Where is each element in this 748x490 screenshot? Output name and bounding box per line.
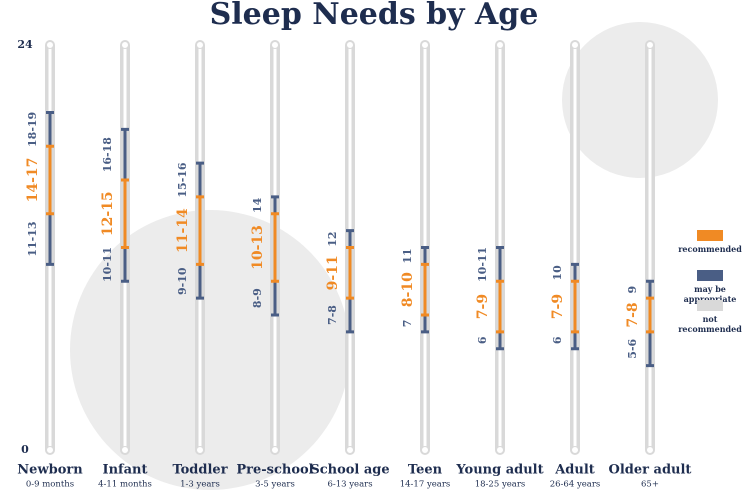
recommended-label: 14-17: [25, 158, 41, 203]
x-tick-label: Toddler: [172, 463, 227, 478]
upper-label: 10: [551, 265, 564, 281]
legend-label: may be appropriate: [683, 284, 737, 304]
rail-cap: [496, 446, 504, 454]
lower-label: 7-8: [326, 305, 339, 325]
x-tick-sublabel: 6-13 years: [327, 480, 372, 490]
x-tick-sublabel: 3-5 years: [255, 480, 295, 490]
x-tick-sublabel: 14-17 years: [400, 480, 451, 490]
rail-cap: [421, 446, 429, 454]
rail-cap: [571, 446, 579, 454]
upper-label: 14: [251, 197, 264, 213]
recommended-label: 10-13: [250, 225, 266, 270]
x-tick-label: Older adult: [609, 463, 692, 478]
x-tick-label: Pre-school: [236, 463, 313, 478]
x-tick-label: Young adult: [455, 463, 543, 478]
recommended-label: 12-15: [100, 191, 116, 236]
legend-swatch: [697, 300, 723, 311]
legend-label: recommended: [678, 244, 742, 254]
x-tick-label: Adult: [554, 463, 595, 478]
rail-cap: [46, 41, 54, 49]
recommended-label: 11-14: [175, 208, 191, 253]
chart-title: Sleep Needs by Age: [210, 0, 539, 32]
upper-label: 15-16: [176, 162, 189, 198]
rail-cap: [646, 41, 654, 49]
recommended-label: 9-11: [325, 255, 341, 290]
lower-label: 10-11: [101, 247, 114, 282]
upper-label: 16-18: [101, 137, 114, 173]
y-tick-label: 24: [17, 38, 33, 51]
legend-label: not recommended: [678, 314, 742, 334]
upper-label: 9: [626, 286, 639, 294]
rail-cap: [196, 41, 204, 49]
upper-label: 12: [326, 231, 339, 246]
rail-cap: [496, 41, 504, 49]
lower-label: 5-6: [626, 338, 639, 358]
rail-cap: [346, 41, 354, 49]
lower-label: 8-9: [251, 288, 264, 308]
legend-swatch: [697, 230, 723, 241]
lower-label: 6: [551, 336, 564, 344]
lower-label: 9-10: [176, 267, 189, 295]
lower-label: 11-13: [26, 221, 39, 256]
lower-label: 7: [401, 320, 414, 328]
x-tick-sublabel: 26-64 years: [550, 480, 601, 490]
legend-swatch: [697, 270, 723, 281]
rail-cap: [271, 446, 279, 454]
recommended-label: 8-10: [400, 272, 416, 307]
upper-label: 11: [401, 248, 414, 263]
x-tick-label: Infant: [102, 463, 147, 478]
legend-item: recommended: [672, 230, 748, 254]
x-tick-label: Newborn: [17, 463, 83, 478]
rail-cap: [121, 41, 129, 49]
rail-cap: [271, 41, 279, 49]
rail-cap: [196, 446, 204, 454]
rail-cap: [121, 446, 129, 454]
x-tick-sublabel: 1-3 years: [180, 480, 220, 490]
rail-cap: [46, 446, 54, 454]
rail-cap: [646, 446, 654, 454]
rail-cap: [346, 446, 354, 454]
x-tick-sublabel: 65+: [641, 480, 659, 490]
x-tick-sublabel: 18-25 years: [475, 480, 526, 490]
legend-item: not recommended: [672, 300, 748, 334]
x-tick-label: Teen: [408, 463, 443, 478]
x-tick-label: School age: [310, 463, 389, 478]
x-tick-sublabel: 4-11 months: [98, 480, 152, 490]
y-tick-label: 0: [21, 443, 29, 456]
decor-circle: [562, 22, 718, 178]
legend-item: may be appropriate: [672, 270, 748, 304]
rail-cap: [571, 41, 579, 49]
recommended-label: 7-8: [625, 302, 641, 327]
recommended-label: 7-9: [550, 294, 566, 319]
x-tick-sublabel: 0-9 months: [26, 480, 74, 490]
lower-label: 6: [476, 336, 489, 344]
upper-label: 10-11: [476, 247, 489, 282]
recommended-label: 7-9: [475, 294, 491, 319]
upper-label: 18-19: [26, 112, 39, 147]
rail-cap: [421, 41, 429, 49]
